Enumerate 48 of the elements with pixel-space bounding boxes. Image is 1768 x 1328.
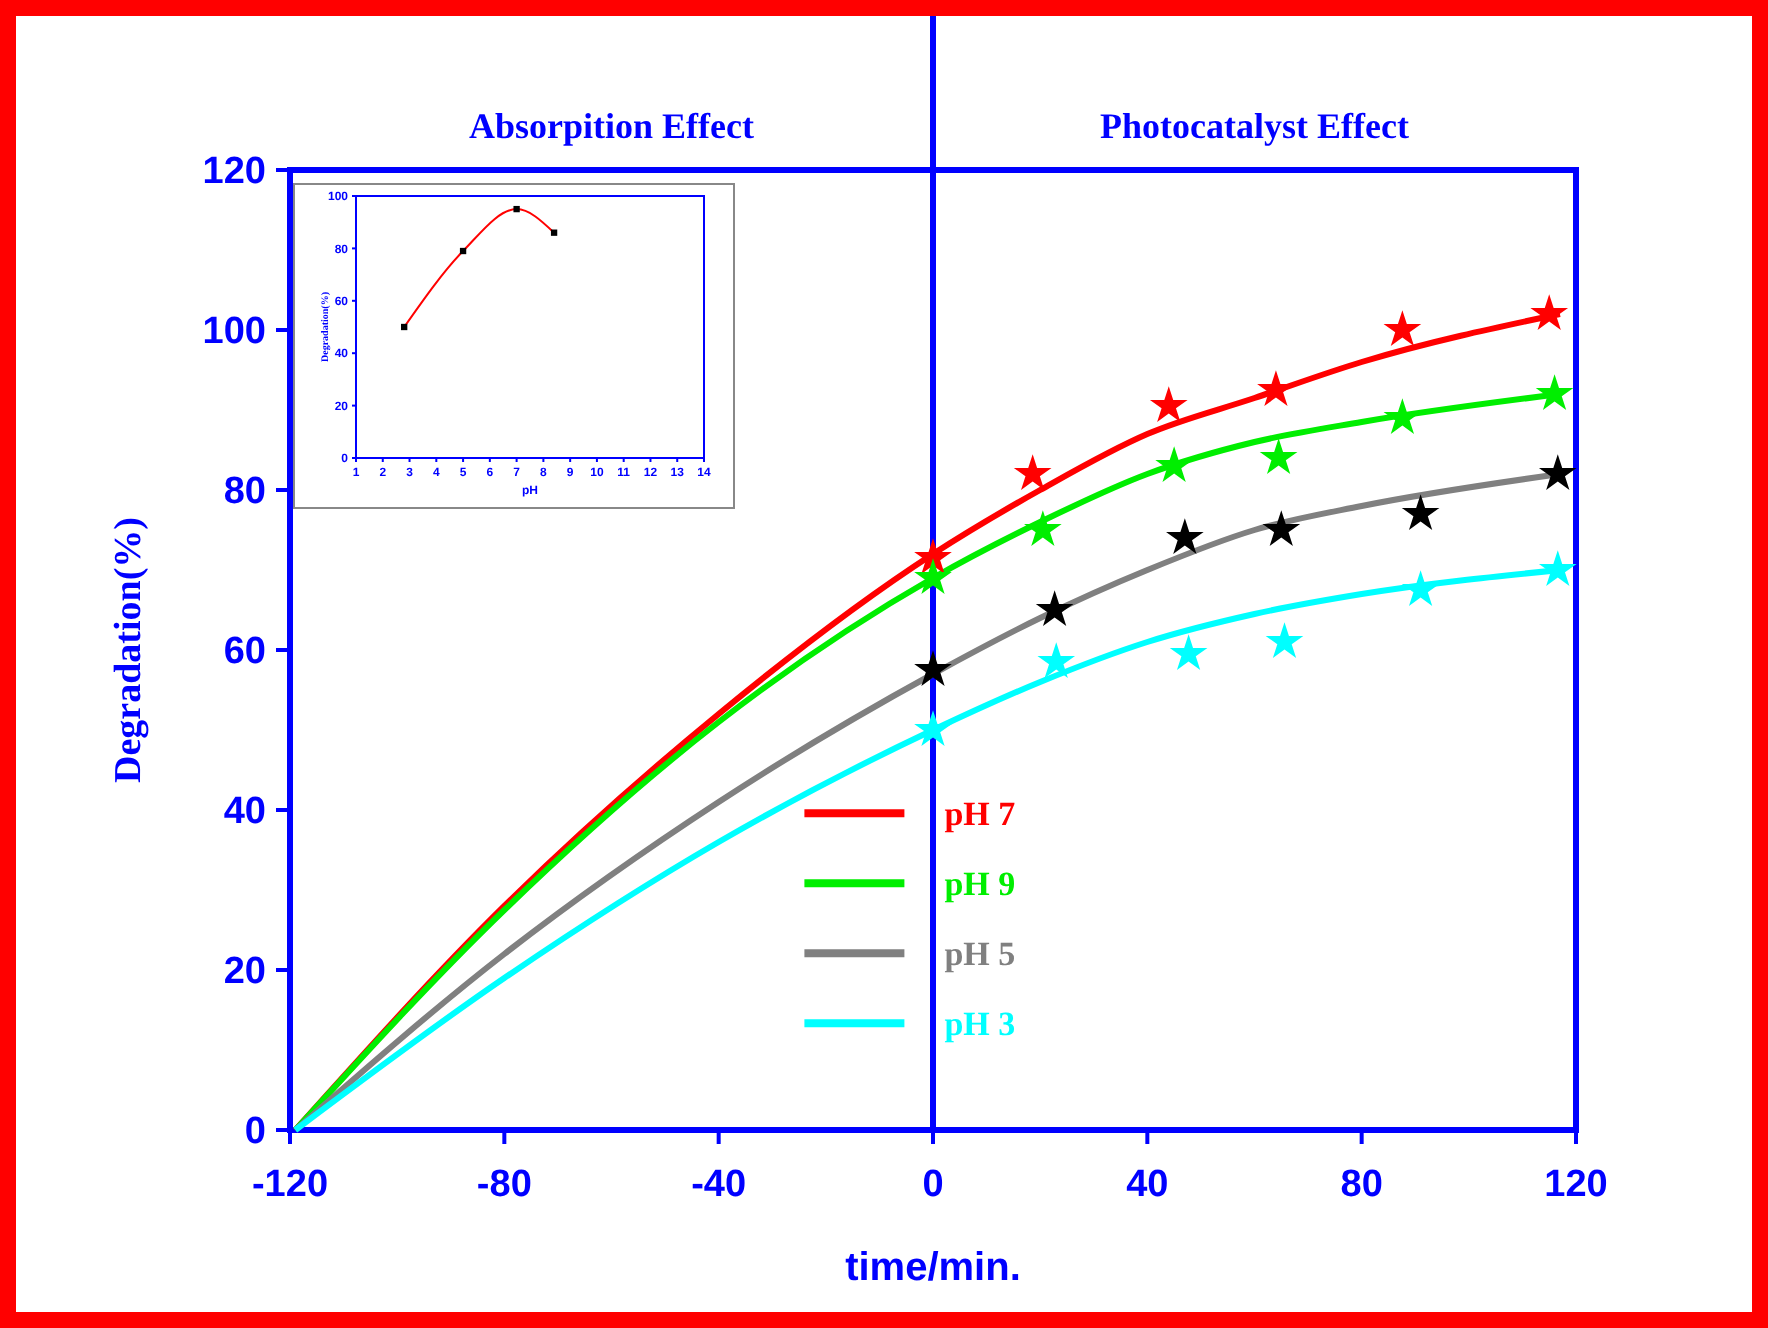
- point: [1013, 454, 1052, 491]
- point: [1401, 570, 1440, 607]
- y-tick-label: 100: [202, 311, 266, 354]
- legend-label: pH 5: [944, 935, 1016, 974]
- point: [1262, 510, 1301, 547]
- point: [914, 710, 952, 747]
- point: [513, 205, 520, 213]
- point: [401, 323, 408, 331]
- point: [1037, 642, 1076, 679]
- y-tick-label: 40: [223, 791, 266, 834]
- x-tick-label: -80: [476, 1164, 532, 1206]
- x-axis-title: time/min.: [845, 1246, 1021, 1290]
- x-tick-label: 80: [1340, 1164, 1383, 1206]
- legend-label: pH 9: [944, 865, 1016, 904]
- point: [1530, 294, 1569, 331]
- point: [1383, 310, 1422, 347]
- point: [914, 650, 952, 687]
- point: [1035, 590, 1074, 627]
- legend-label: pH 3: [944, 1005, 1016, 1044]
- point: [1024, 510, 1062, 547]
- y-tick-label: 20: [223, 951, 266, 994]
- point: [1259, 438, 1298, 475]
- text: Absorpition Effect: [469, 106, 754, 146]
- y-tick-label: 120: [202, 151, 266, 194]
- point: [1401, 494, 1440, 531]
- point: [914, 558, 952, 595]
- y-tick-label: 0: [244, 1111, 266, 1154]
- x-tick-label: 120: [1544, 1164, 1608, 1206]
- point: [1155, 446, 1193, 483]
- point: [1169, 634, 1208, 671]
- line-series: [403, 208, 556, 328]
- point: [914, 538, 952, 575]
- point: [459, 247, 467, 255]
- point: [1149, 386, 1188, 423]
- x-tick-label: 0: [922, 1164, 944, 1206]
- point: [1538, 454, 1577, 491]
- text: Photocatalyst Effect: [1100, 106, 1409, 146]
- y-tick-label: 60: [223, 631, 266, 674]
- x-tick-label: -40: [691, 1164, 747, 1206]
- x-tick-label: 40: [1126, 1164, 1169, 1206]
- legend-label: pH 7: [944, 795, 1017, 834]
- point: [1535, 374, 1574, 411]
- point: [1166, 518, 1204, 555]
- point: [1265, 622, 1304, 659]
- point: [1538, 550, 1577, 587]
- y-axis-title: Degradation(%): [108, 517, 150, 783]
- point: [550, 229, 558, 236]
- x-tick-label: -120: [251, 1164, 329, 1206]
